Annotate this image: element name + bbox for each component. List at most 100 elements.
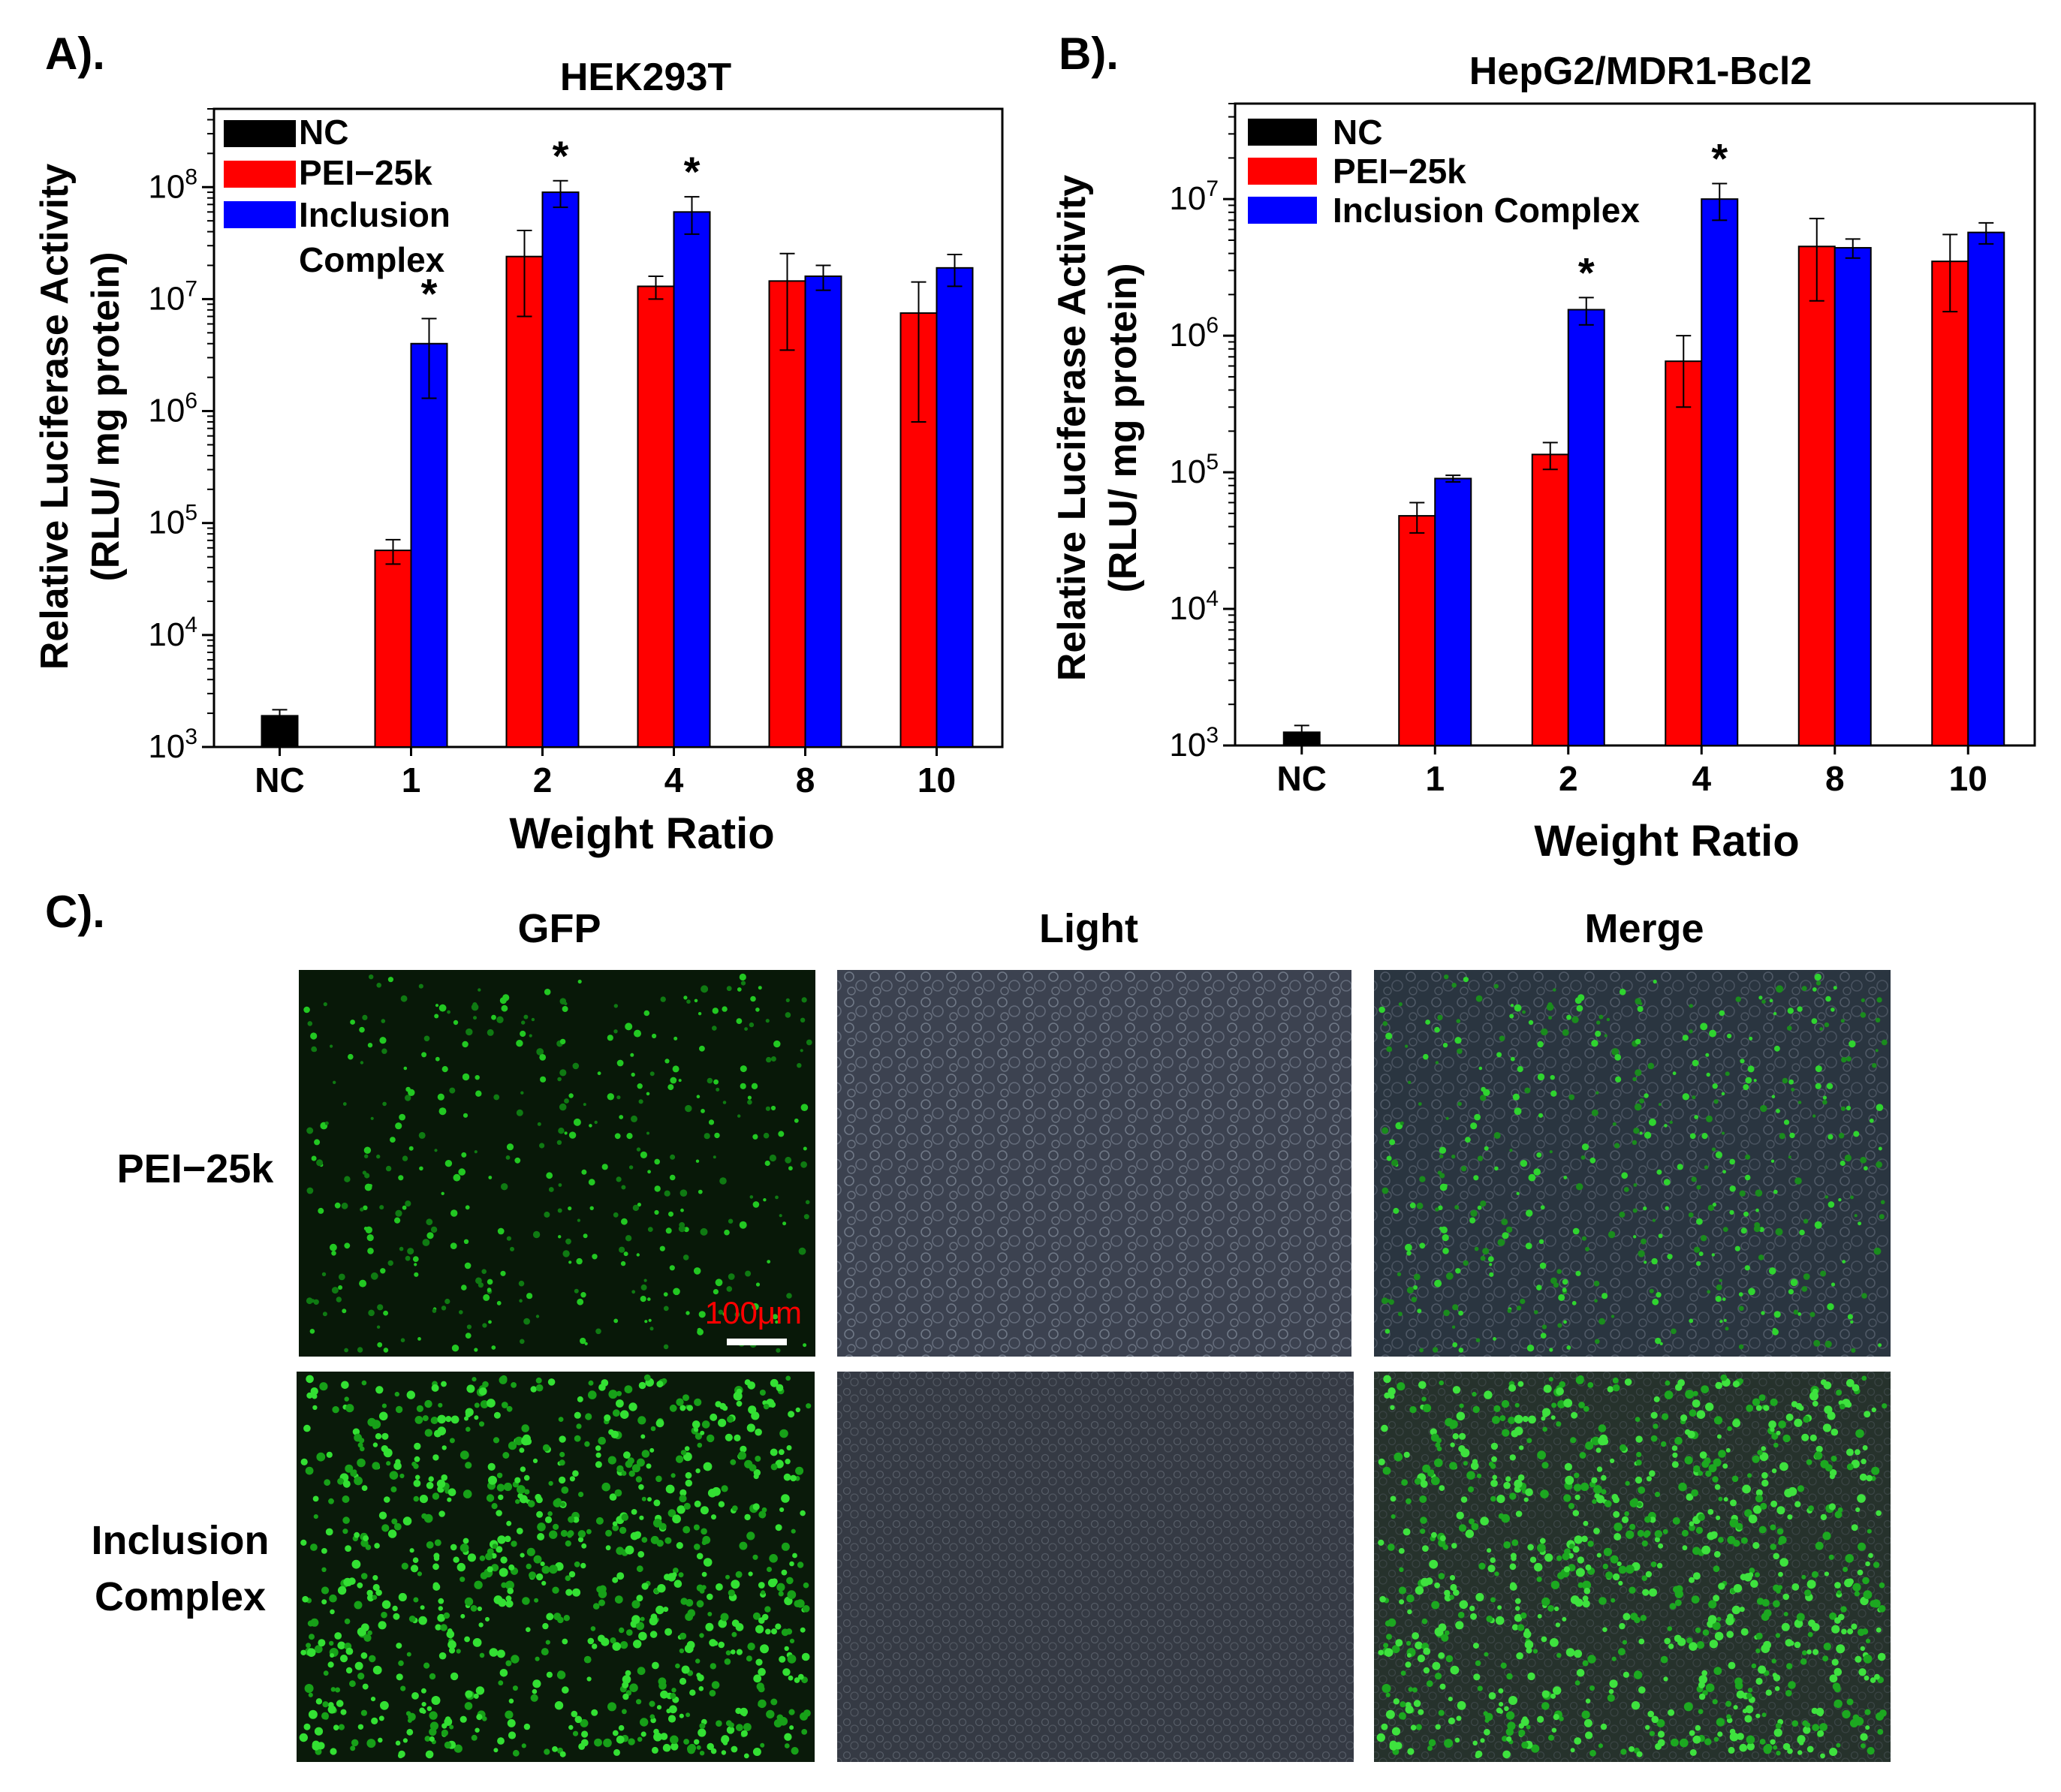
gfp-cell bbox=[603, 1738, 612, 1748]
gfp-cell bbox=[436, 1479, 446, 1489]
gfp-cell bbox=[505, 1600, 514, 1608]
gfp-cell bbox=[1517, 1474, 1525, 1481]
gfp-cell bbox=[1677, 1379, 1686, 1387]
gfp-cell bbox=[581, 1169, 587, 1175]
gfp-cell bbox=[1784, 1489, 1793, 1498]
gfp-cell bbox=[429, 1673, 436, 1680]
gfp-cell bbox=[409, 1548, 414, 1553]
gfp-cell bbox=[1632, 1140, 1638, 1146]
gfp-cell bbox=[487, 1288, 492, 1293]
gfp-cell bbox=[1840, 1160, 1846, 1167]
gfp-cell bbox=[1744, 1715, 1752, 1723]
gfp-cell bbox=[440, 1624, 447, 1631]
gfp-cell bbox=[499, 1568, 508, 1577]
gfp-cell bbox=[496, 1016, 504, 1024]
gfp-cell bbox=[584, 1342, 588, 1345]
gfp-cell bbox=[725, 1574, 730, 1580]
gfp-cell bbox=[530, 1694, 538, 1702]
gfp-cell bbox=[794, 1118, 799, 1123]
gfp-cell bbox=[1517, 1066, 1523, 1073]
gfp-cell bbox=[696, 1095, 701, 1098]
chart-a-bar bbox=[768, 280, 806, 748]
gfp-cell bbox=[649, 1616, 658, 1625]
gfp-cell bbox=[1598, 1318, 1606, 1325]
gfp-cell bbox=[461, 1152, 467, 1158]
gfp-cell bbox=[709, 1690, 716, 1697]
gfp-cell bbox=[463, 1113, 469, 1118]
gfp-cell bbox=[1635, 1417, 1641, 1422]
gfp-cell bbox=[1386, 1155, 1392, 1161]
gfp-cell bbox=[1649, 1288, 1654, 1294]
gfp-cell bbox=[1689, 1004, 1693, 1008]
gfp-cell bbox=[1463, 1260, 1469, 1266]
gfp-cell bbox=[1472, 1405, 1480, 1414]
gfp-cell bbox=[1790, 1278, 1798, 1287]
gfp-cell bbox=[1608, 1688, 1614, 1694]
gfp-cell bbox=[1845, 1554, 1854, 1563]
gfp-cell bbox=[559, 998, 567, 1004]
gfp-cell bbox=[408, 1616, 416, 1622]
gfp-cell bbox=[378, 1621, 387, 1630]
gfp-cell bbox=[1442, 1234, 1449, 1242]
chart-a-xtick-label: 1 bbox=[402, 760, 421, 800]
gfp-cell bbox=[638, 1381, 646, 1390]
gfp-cell bbox=[1445, 1655, 1454, 1663]
gfp-cell bbox=[1706, 1115, 1713, 1122]
gfp-cell bbox=[802, 1605, 810, 1613]
gfp-cell bbox=[669, 1705, 677, 1714]
gfp-cell bbox=[1820, 1379, 1827, 1386]
gfp-cell bbox=[767, 1260, 771, 1263]
gfp-cell bbox=[378, 1715, 384, 1721]
gfp-cell bbox=[542, 1444, 550, 1452]
legend-b-pei: PEI−25k bbox=[1333, 152, 1466, 191]
gfp-cell bbox=[770, 1698, 778, 1706]
gfp-cell bbox=[1593, 1280, 1600, 1287]
gfp-cell bbox=[1509, 1454, 1517, 1461]
gfp-cell bbox=[1713, 1736, 1719, 1742]
gfp-cell bbox=[510, 1246, 514, 1251]
gfp-cell bbox=[789, 1725, 794, 1730]
gfp-cell bbox=[396, 1643, 402, 1649]
gfp-cell bbox=[1682, 1035, 1689, 1041]
gfp-cell bbox=[1451, 1325, 1456, 1329]
gfp-cell bbox=[1487, 1565, 1496, 1573]
gfp-cell bbox=[613, 1004, 618, 1008]
gfp-cell bbox=[345, 1404, 354, 1413]
gfp-cell bbox=[1861, 1743, 1866, 1748]
gfp-cell bbox=[650, 1426, 656, 1432]
gfp-cell bbox=[426, 1541, 434, 1549]
gfp-cell bbox=[554, 1701, 564, 1710]
gfp-cell bbox=[1693, 1465, 1701, 1473]
gfp-cell bbox=[357, 1347, 363, 1353]
chart-a-xlabel: Weight Ratio bbox=[509, 809, 774, 858]
gfp-cell bbox=[1758, 1394, 1766, 1402]
gfp-cell bbox=[393, 1522, 402, 1531]
gfp-cell bbox=[1472, 1740, 1478, 1746]
gfp-cell bbox=[1713, 1565, 1720, 1573]
gfp-cell bbox=[1510, 1004, 1514, 1007]
gfp-cell bbox=[1507, 1721, 1516, 1730]
gfp-cell bbox=[1526, 1647, 1532, 1654]
gfp-cell bbox=[1660, 1655, 1668, 1664]
chart-a-ylabel-line2: (RLU/ mg protein) bbox=[84, 251, 128, 581]
gfp-cell bbox=[464, 1416, 469, 1421]
gfp-cell bbox=[390, 1486, 397, 1492]
gfp-cell bbox=[616, 1059, 624, 1067]
gfp-cell bbox=[616, 1390, 622, 1396]
gfp-cell bbox=[1384, 1648, 1394, 1657]
gfp-cell bbox=[1455, 1268, 1461, 1274]
gfp-cell bbox=[476, 1714, 483, 1721]
gfp-cell bbox=[635, 1476, 643, 1483]
gfp-cell bbox=[1438, 1652, 1445, 1659]
gfp-cell bbox=[601, 1164, 608, 1170]
gfp-cell bbox=[333, 1080, 336, 1085]
gfp-cell bbox=[1444, 1630, 1450, 1636]
gfp-cell bbox=[1572, 1510, 1580, 1516]
gfp-cell bbox=[654, 1209, 659, 1215]
gfp-cell bbox=[493, 1595, 503, 1604]
gfp-cell bbox=[622, 1709, 627, 1715]
gfp-cell bbox=[400, 1685, 406, 1691]
gfp-cell bbox=[1505, 1226, 1513, 1233]
gfp-cell bbox=[699, 1045, 705, 1052]
gfp-cell bbox=[549, 1565, 558, 1574]
